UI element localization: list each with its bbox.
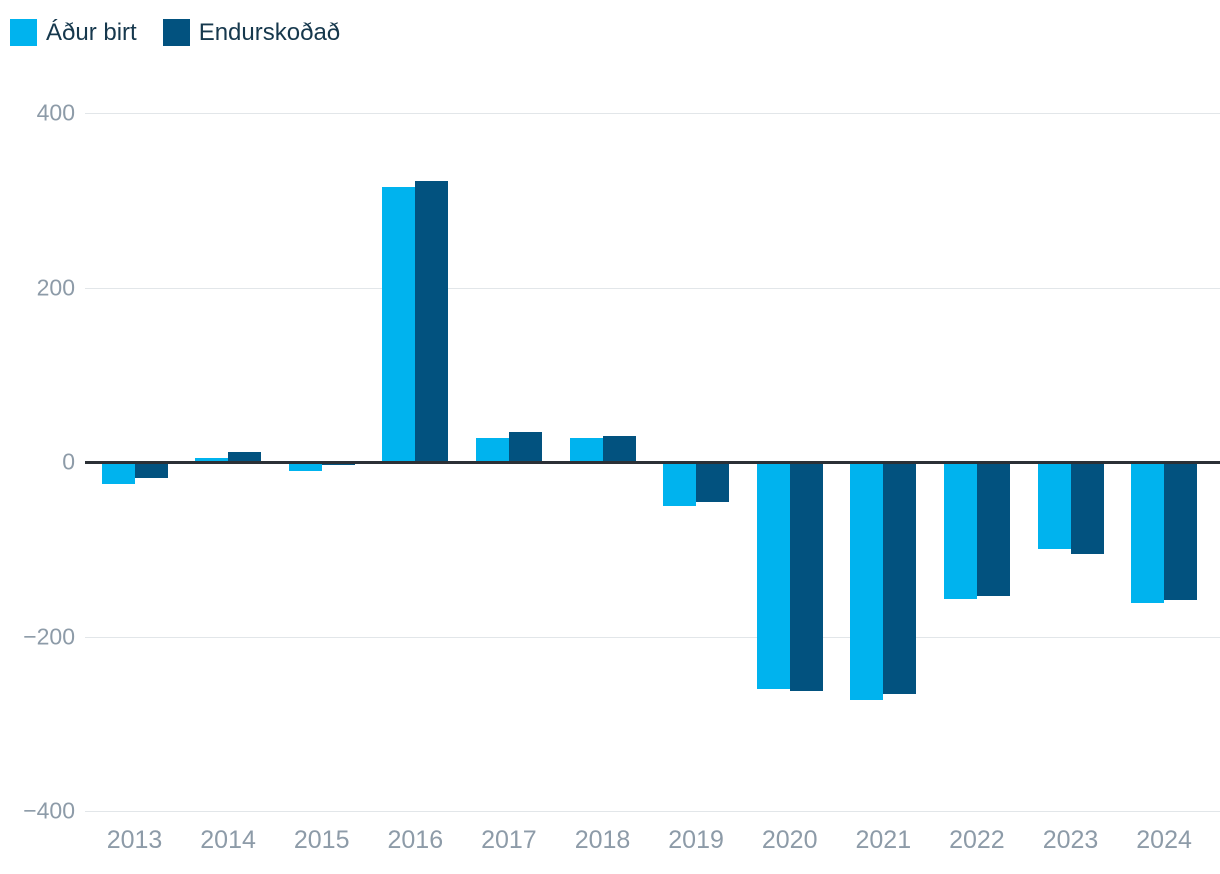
bar-2013-adur-birt xyxy=(101,462,135,484)
bar-2013-endurskodad xyxy=(134,462,168,478)
bar-2022-adur-birt xyxy=(943,462,977,599)
x-tick-label: 2020 xyxy=(761,826,818,854)
bar-2017-endurskodad xyxy=(508,432,542,462)
bar-2022-endurskodad xyxy=(976,462,1010,597)
legend-swatch-adur-birt-icon xyxy=(10,19,37,46)
y-tick-label: 200 xyxy=(36,274,75,300)
bar-2021-adur-birt xyxy=(850,462,884,701)
x-tick-label: 2019 xyxy=(668,826,724,854)
bar-2023-adur-birt xyxy=(1037,462,1071,550)
x-tick-label: 2014 xyxy=(200,826,256,854)
gridline xyxy=(85,287,1220,289)
bar-2016-endurskodad xyxy=(415,181,449,462)
x-tick-label: 2016 xyxy=(387,826,444,854)
x-tick-label: 2015 xyxy=(293,826,350,854)
x-tick-label: 2024 xyxy=(1136,826,1192,854)
legend-label-endurskodad: Endurskoðað xyxy=(198,18,341,46)
y-tick-label: −400 xyxy=(23,797,75,824)
gridline xyxy=(85,811,1220,812)
bar-2024-adur-birt xyxy=(1131,462,1165,604)
y-tick-label: −200 xyxy=(23,623,75,649)
legend-swatch-endurskodad-icon xyxy=(162,19,190,46)
legend-item-adur-birt: Áður birt xyxy=(10,19,137,46)
bar-2014-endurskodad xyxy=(228,451,262,462)
x-tick-label: 2013 xyxy=(106,826,163,854)
gridline xyxy=(85,636,1220,638)
bar-2020-endurskodad xyxy=(789,462,823,692)
bar-2019-endurskodad xyxy=(696,462,730,503)
bar-2017-adur-birt xyxy=(475,438,509,462)
x-tick-label: 2018 xyxy=(574,826,631,854)
x-tick-label: 2021 xyxy=(855,826,912,854)
x-tick-label: 2022 xyxy=(949,826,1005,854)
x-tick-label: 2023 xyxy=(1042,826,1099,854)
bar-2020-adur-birt xyxy=(756,462,790,689)
bar-2023-endurskodad xyxy=(1070,462,1104,554)
x-tick-label: 2017 xyxy=(481,826,537,854)
legend: Áður birt Endurskoðað xyxy=(10,19,340,46)
bar-2015-endurskodad xyxy=(321,462,355,466)
legend-item-endurskodad: Endurskoðað xyxy=(162,18,341,46)
bar-2018-adur-birt xyxy=(569,438,603,462)
gridline xyxy=(85,113,1220,114)
bar-2024-endurskodad xyxy=(1164,462,1198,600)
bar-2021-endurskodad xyxy=(883,462,917,695)
y-tick-label: 0 xyxy=(62,448,75,475)
bar-2018-endurskodad xyxy=(602,435,636,462)
bar-2019-adur-birt xyxy=(663,462,697,506)
y-tick-label: 400 xyxy=(36,99,75,126)
bar-2015-adur-birt xyxy=(288,462,322,471)
bar-2016-adur-birt xyxy=(382,187,416,462)
zero-axis-line xyxy=(85,460,1220,464)
legend-label-adur-birt: Áður birt xyxy=(46,18,137,46)
bar-2014-adur-birt xyxy=(195,457,229,462)
